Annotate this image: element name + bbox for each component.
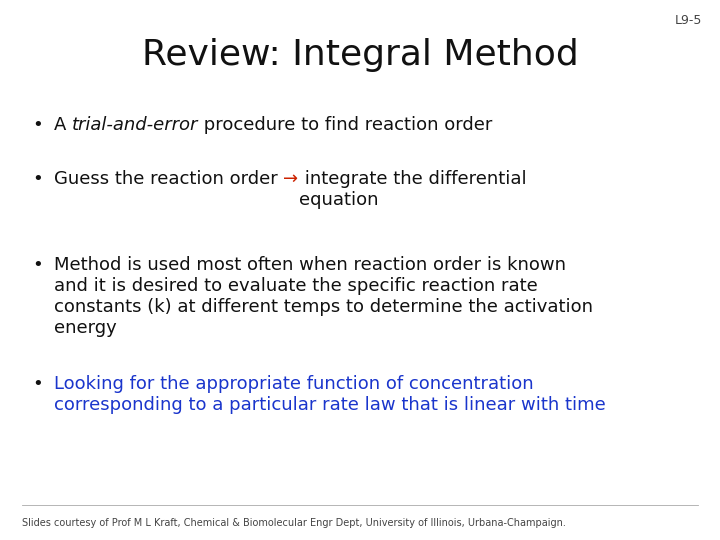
Text: A: A [54, 116, 72, 134]
Text: procedure to find reaction order: procedure to find reaction order [199, 116, 493, 134]
Text: Guess the reaction order: Guess the reaction order [54, 170, 284, 188]
Text: trial-and-error: trial-and-error [72, 116, 199, 134]
Text: L9-5: L9-5 [675, 14, 702, 26]
Text: •: • [32, 375, 43, 393]
Text: Slides courtesy of Prof M L Kraft, Chemical & Biomolecular Engr Dept, University: Slides courtesy of Prof M L Kraft, Chemi… [22, 518, 565, 528]
Text: Review: Integral Method: Review: Integral Method [142, 38, 578, 72]
Text: integrate the differential
equation: integrate the differential equation [299, 170, 526, 209]
Text: •: • [32, 170, 43, 188]
Text: Looking for the appropriate function of concentration
corresponding to a particu: Looking for the appropriate function of … [54, 375, 606, 414]
Text: Method is used most often when reaction order is known
and it is desired to eval: Method is used most often when reaction … [54, 256, 593, 337]
Text: →: → [284, 170, 299, 188]
Text: •: • [32, 116, 43, 134]
Text: •: • [32, 256, 43, 274]
